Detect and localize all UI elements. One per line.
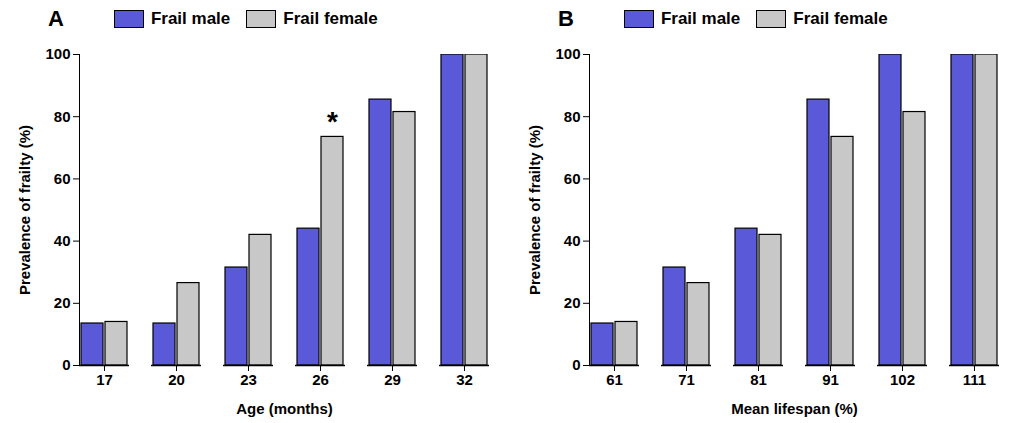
html-text:Frail female: Frail female [283,9,378,28]
svg-text:23: 23 [240,371,257,388]
svg-text:20: 20 [54,294,71,311]
svg-text:100: 100 [45,45,70,62]
svg-text:91: 91 [822,371,839,388]
svg-text:80: 80 [564,108,581,125]
svg-text:71: 71 [678,371,695,388]
svg-text:32: 32 [456,371,473,388]
svg-text:20: 20 [168,371,185,388]
svg-text:80: 80 [54,108,71,125]
svg-text:40: 40 [564,232,581,249]
svg-text:60: 60 [54,170,71,187]
svg-text:102: 102 [890,371,915,388]
html-text:Frail male: Frail male [150,9,231,28]
svg-text:Age (months): Age (months) [236,400,333,417]
svg-text:*: * [327,106,338,137]
svg-text:40: 40 [54,232,71,249]
svg-text:26: 26 [312,371,329,388]
svg-text:0: 0 [572,356,580,373]
svg-text:61: 61 [606,371,623,388]
svg-text:111: 111 [963,371,986,388]
html-text:A: A [48,6,64,31]
svg-text:Mean lifespan (%): Mean lifespan (%) [731,400,858,417]
svg-text:100: 100 [555,45,580,62]
svg-text:17: 17 [96,371,113,388]
svg-text:20: 20 [564,294,581,311]
svg-text:29: 29 [384,371,401,388]
svg-text:81: 81 [750,371,767,388]
svg-text:Prevalence of frailty (%): Prevalence of frailty (%) [526,125,543,295]
svg-text:0: 0 [62,356,70,373]
html-text:Frail female: Frail female [793,9,888,28]
svg-text:Prevalence of frailty (%): Prevalence of frailty (%) [16,125,33,295]
svg-text:60: 60 [564,170,581,187]
html-text:B: B [558,6,574,31]
html-text:Frail male: Frail male [660,9,741,28]
